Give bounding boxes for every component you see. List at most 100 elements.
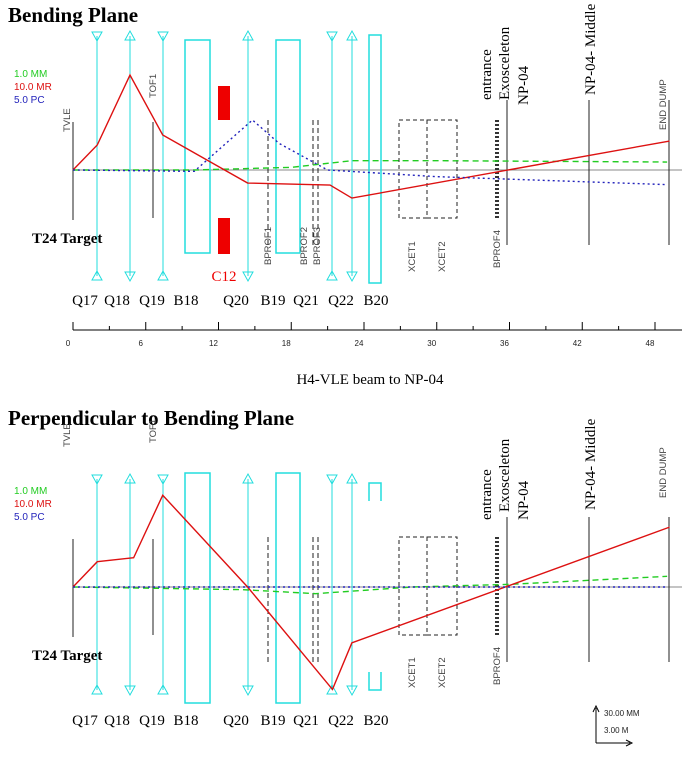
element-label: B19 — [260, 293, 285, 309]
axis-tick-label: 18 — [282, 339, 291, 348]
detector-label: END DUMP — [658, 447, 669, 498]
location-label: entrance — [479, 49, 495, 100]
axis-tick-label: 48 — [646, 339, 655, 348]
element-label: Q17 — [72, 713, 98, 729]
target-label: T24 Target — [32, 231, 102, 247]
detector-label: XCET2 — [437, 241, 448, 272]
element-label: B18 — [173, 713, 198, 729]
detector-label: TVLE — [62, 108, 73, 132]
bend — [275, 39, 301, 254]
beam-envelope — [72, 575, 668, 595]
bend — [368, 672, 382, 691]
scale-vertical: 30.00 MM — [604, 709, 640, 718]
axis-tick-label: 0 — [66, 339, 71, 348]
bend — [275, 472, 301, 704]
element-label: Q22 — [328, 293, 354, 309]
detector-label: XCET1 — [407, 657, 418, 688]
quad-symbol — [346, 472, 358, 484]
bend — [368, 482, 382, 501]
panel-title: Perpendicular to Bending Plane — [8, 406, 294, 430]
element-label: Q20 — [223, 293, 249, 309]
axis-tick-label: 24 — [355, 339, 364, 348]
element-label: Q19 — [139, 293, 165, 309]
quad-symbol — [124, 472, 136, 484]
location-label: NP-04- Middle — [583, 418, 599, 510]
element-label: Q20 — [223, 713, 249, 729]
collimator — [218, 218, 230, 254]
quad-symbol — [242, 29, 254, 41]
legend-entry: 1.0 MM — [14, 486, 47, 497]
cherenkov — [398, 119, 428, 219]
quad-symbol — [157, 31, 169, 43]
detector-label: BPROF1 — [263, 227, 274, 265]
quad-symbol — [326, 31, 338, 43]
element-label: B18 — [173, 293, 198, 309]
cherenkov — [426, 119, 458, 219]
element-label: Q22 — [328, 713, 354, 729]
detector-label: TOF1 — [148, 74, 159, 98]
quad-symbol — [124, 271, 136, 283]
element-label: B19 — [260, 713, 285, 729]
bend — [368, 34, 382, 284]
quad-symbol — [242, 685, 254, 697]
legend-entry: 1.0 MM — [14, 69, 47, 80]
element-label: Q21 — [293, 293, 319, 309]
quad-symbol — [157, 683, 169, 695]
beam-envelope — [73, 159, 668, 171]
quad-symbol — [326, 269, 338, 281]
quad-symbol — [346, 271, 358, 283]
quad-symbol — [242, 472, 254, 484]
panel-title: Bending Plane — [8, 3, 138, 27]
location-label: entrance — [479, 469, 495, 520]
element-label: Q18 — [104, 293, 130, 309]
detector-label: XCET1 — [407, 241, 418, 272]
legend-entry: 10.0 MR — [14, 499, 52, 510]
quad-symbol — [346, 29, 358, 41]
quad-symbol — [91, 474, 103, 486]
axis-tick-label: 30 — [427, 339, 436, 348]
detector-label: BPROF3 — [312, 227, 323, 265]
detector-label: TVLE — [62, 423, 73, 447]
scale-bar — [592, 704, 634, 747]
detector-label: END DUMP — [658, 79, 669, 130]
element-label: B20 — [363, 293, 388, 309]
location-label: NP-04 — [516, 480, 532, 520]
bend — [184, 39, 211, 254]
element-label: B20 — [363, 713, 388, 729]
legend-entry: 5.0 PC — [14, 95, 45, 106]
quad-symbol — [242, 271, 254, 283]
axis-tick-label: 6 — [139, 339, 144, 348]
legend-entry: 5.0 PC — [14, 512, 45, 523]
location-label: NP-04- Middle — [583, 3, 599, 95]
axis-tick-label: 12 — [209, 339, 218, 348]
quad-symbol — [124, 29, 136, 41]
quad-symbol — [124, 685, 136, 697]
collimator — [218, 86, 230, 120]
element-label: Q17 — [72, 293, 98, 309]
quad-symbol — [326, 683, 338, 695]
quad-symbol — [326, 474, 338, 486]
location-label: NP-04 — [516, 65, 532, 105]
detector-label: XCET2 — [437, 657, 448, 688]
axis-tick-label: 36 — [500, 339, 509, 348]
detector-label: BPROF4 — [492, 230, 503, 268]
quad-symbol — [91, 31, 103, 43]
beam-envelope — [72, 119, 668, 186]
detector-label: BPROF4 — [492, 647, 503, 685]
location-label: Exosceleton — [497, 26, 513, 100]
quad-symbol — [157, 269, 169, 281]
beam-envelope — [72, 493, 670, 691]
bend — [184, 472, 211, 704]
quad-symbol — [91, 683, 103, 695]
element-label: Q19 — [139, 713, 165, 729]
quad-symbol — [91, 269, 103, 281]
element-label: Q21 — [293, 713, 319, 729]
quad-symbol — [157, 474, 169, 486]
target-label: T24 Target — [32, 648, 102, 664]
cherenkov — [426, 536, 458, 636]
quad-symbol — [346, 685, 358, 697]
element-label: Q18 — [104, 713, 130, 729]
axis-tick-label: 42 — [573, 339, 582, 348]
scale-horizontal: 3.00 M — [604, 726, 629, 735]
